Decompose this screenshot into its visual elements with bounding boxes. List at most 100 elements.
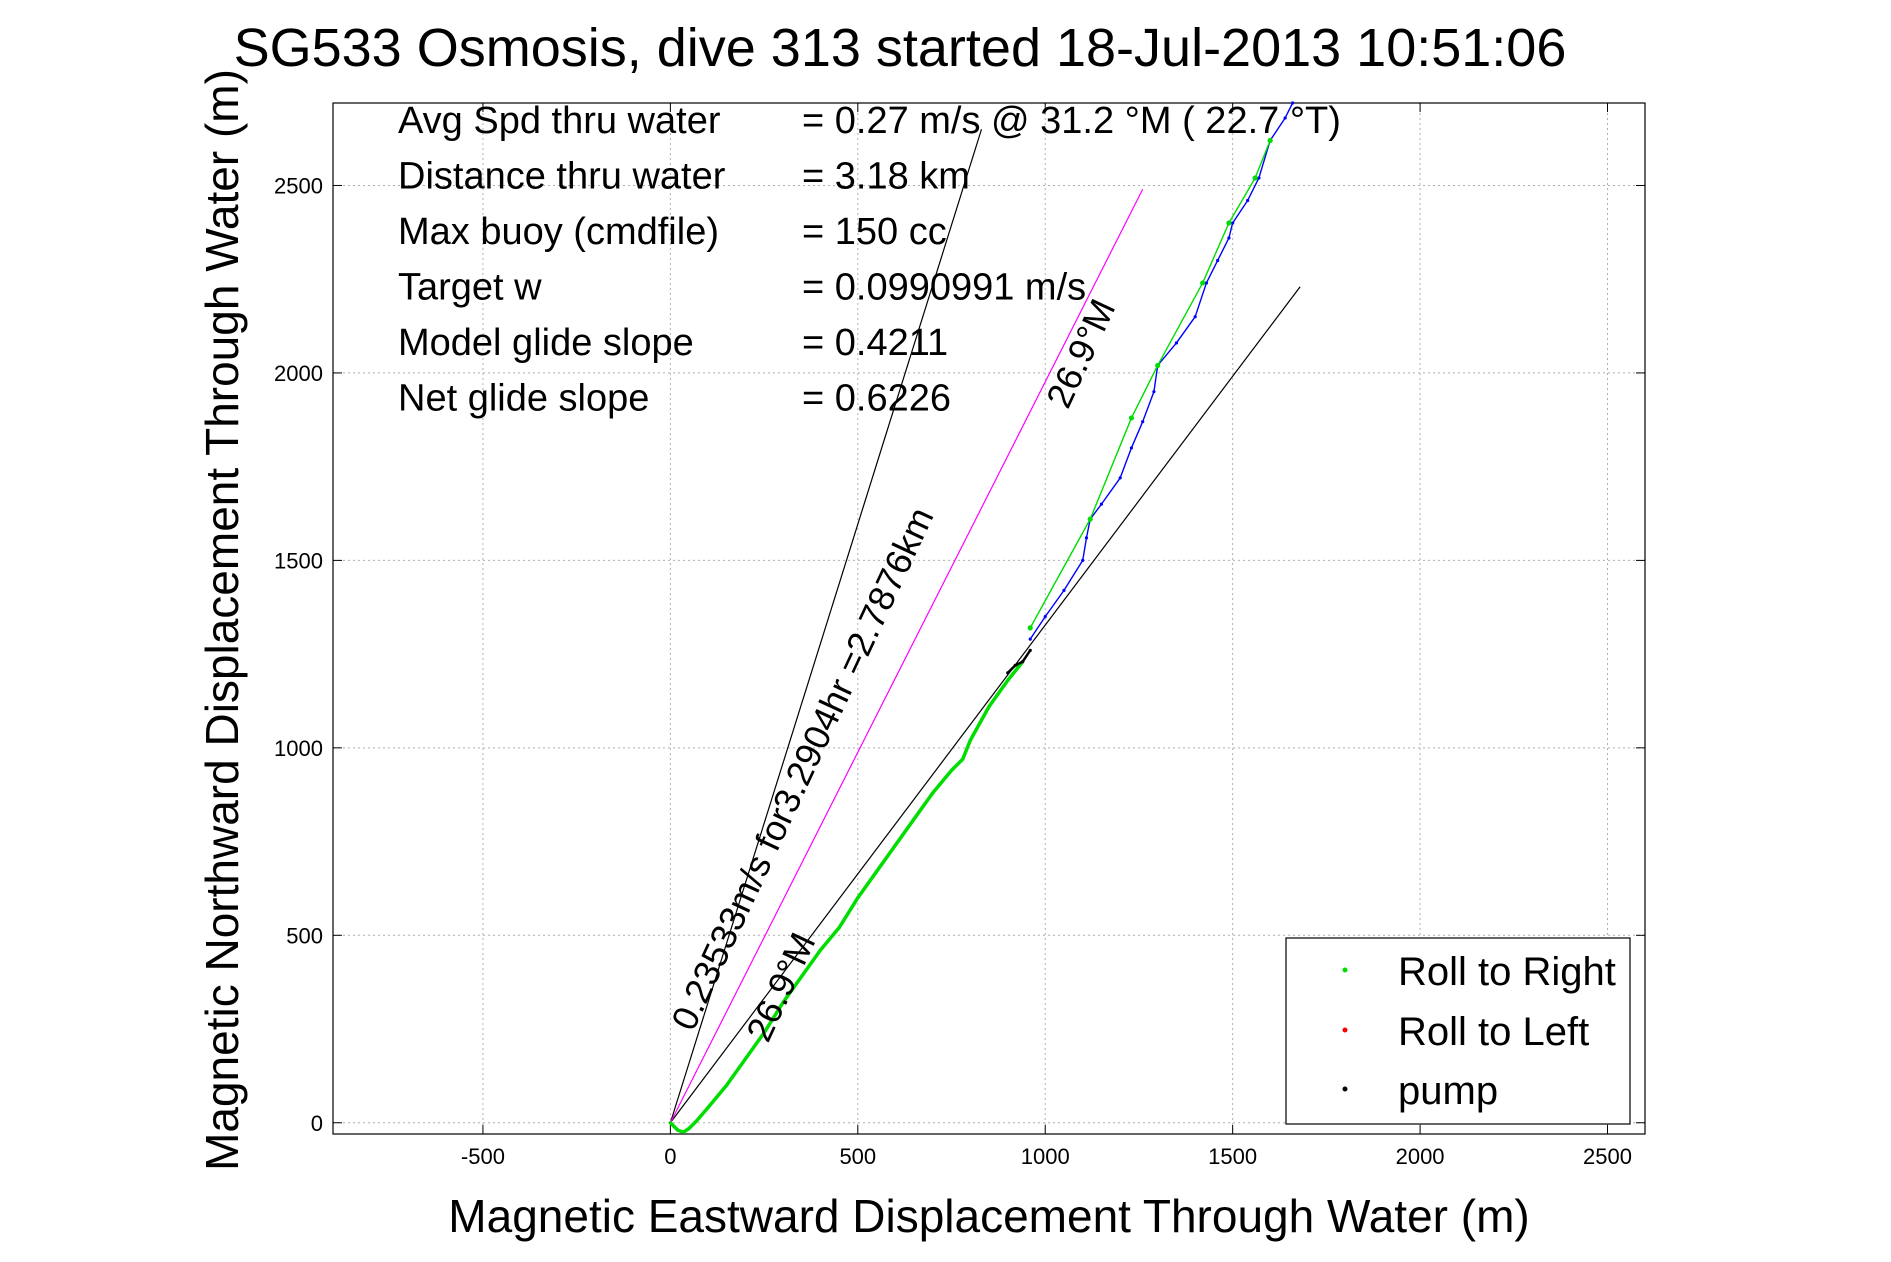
y-tick-label: 1000 [274, 736, 323, 761]
stats-block: Avg Spd thru water = 0.27 m/s @ 31.2 °M (… [398, 100, 1341, 420]
data-point [781, 1001, 785, 1005]
data-point [672, 1124, 676, 1129]
stat-value: = 0.4211 [802, 322, 948, 364]
y-tick-label: 0 [311, 1111, 323, 1136]
stat-label: Avg Spd thru water [398, 100, 721, 142]
stat-label: Distance thru water [398, 156, 726, 198]
data-point [681, 1130, 686, 1134]
data-point [1043, 615, 1047, 619]
data-point [1257, 176, 1261, 180]
x-tick-label: 0 [664, 1144, 676, 1169]
series-line [1006, 649, 1032, 674]
y-axis-label: Magnetic Northward Displacement Through … [196, 69, 248, 1171]
data-point [1084, 536, 1089, 540]
data-point [762, 1031, 766, 1035]
reference-lines [669, 129, 1301, 1124]
stat-value: = 0.6226 [802, 378, 951, 420]
data-point [799, 974, 804, 979]
legend-marker-pump [1342, 1086, 1348, 1092]
data-point [1006, 671, 1010, 675]
stat-value: = 0.0990991 m/s [802, 267, 1086, 309]
data-point [668, 1121, 672, 1125]
data-point [912, 817, 916, 821]
legend-label-pump: pump [1398, 1069, 1498, 1113]
legend-label-roll-right: Roll to Right [1398, 950, 1616, 994]
data-point [949, 768, 954, 772]
data-point [1081, 558, 1085, 562]
data-point [1013, 663, 1017, 667]
data-point [1099, 502, 1104, 506]
data-point [874, 869, 879, 874]
stat-label: Max buoy (cmdfile) [398, 211, 719, 253]
data-point [1216, 258, 1220, 263]
stat-value: = 0.27 m/s @ 31.2 °M ( 22.7 °T) [802, 100, 1341, 142]
data-point [1087, 516, 1093, 522]
data-point [1200, 280, 1206, 286]
data-point [1021, 660, 1025, 664]
data-point [1267, 137, 1273, 144]
data-point [931, 791, 935, 795]
x-tick-label: 2000 [1396, 1144, 1445, 1169]
y-tick-label: 1500 [274, 548, 323, 573]
data-series [668, 101, 1295, 1134]
data-point [1227, 236, 1231, 240]
plot-frame [332, 102, 1646, 1135]
data-point [1291, 101, 1295, 105]
data-point [1283, 116, 1287, 120]
x-tick-label: 2500 [1583, 1144, 1632, 1169]
x-tick-label: 500 [839, 1144, 876, 1169]
data-point [987, 705, 991, 709]
x-axis-label: Magnetic Eastward Displacement Through W… [448, 1190, 1529, 1242]
data-point [856, 896, 860, 900]
stat-value: = 150 cc [802, 211, 947, 253]
data-point [1028, 648, 1032, 652]
data-point [1027, 625, 1033, 631]
x-tick-label: 1500 [1208, 1144, 1257, 1169]
reference-line [669, 129, 983, 1123]
data-point [676, 1128, 680, 1132]
data-point [1231, 221, 1235, 225]
data-point [1129, 446, 1134, 450]
y-tick-label: 500 [286, 923, 323, 948]
data-point [1174, 341, 1179, 345]
grid [333, 103, 1645, 1134]
data-point [695, 1119, 699, 1123]
data-point [1152, 390, 1156, 394]
legend: Roll to Right Roll to Left pump [1285, 937, 1631, 1125]
data-point [818, 948, 822, 952]
data-point [1128, 415, 1135, 421]
data-point [1006, 678, 1010, 682]
x-tick-label: -500 [461, 1144, 505, 1169]
reference-line [669, 188, 1144, 1124]
legend-marker-roll-left [1342, 1027, 1348, 1033]
data-point [743, 1057, 747, 1061]
stat-label: Model glide slope [398, 322, 694, 364]
data-point [961, 757, 965, 761]
x-tick-label: 1000 [1021, 1144, 1070, 1169]
data-point [1062, 588, 1066, 592]
data-point [1118, 476, 1122, 480]
data-point [725, 1083, 729, 1087]
stat-label: Target w [398, 267, 542, 309]
legend-marker-roll-right [1342, 967, 1348, 973]
stat-label: Net glide slope [398, 378, 649, 420]
data-point [1155, 362, 1161, 369]
axis-ticks: -500 0 500 1000 1500 2000 2500 0 500 1000 1500 2000… [274, 103, 1645, 1169]
stat-value: = 3.18 km [802, 156, 970, 198]
data-point [706, 1106, 710, 1110]
series-line [1029, 140, 1271, 629]
data-point [1028, 637, 1032, 641]
y-tick-label: 2000 [274, 361, 323, 386]
data-point [837, 926, 841, 930]
data-point [893, 843, 897, 847]
reference-line [669, 286, 1301, 1124]
data-point [1141, 420, 1145, 424]
legend-label-roll-left: Roll to Left [1398, 1010, 1589, 1054]
y-tick-label: 2500 [274, 173, 323, 198]
data-point [1204, 281, 1209, 285]
data-point [1246, 198, 1250, 203]
data-point [1193, 315, 1197, 319]
chart-title: SG533 Osmosis, dive 313 started 18-Jul-2… [234, 18, 1567, 78]
data-point [968, 738, 972, 742]
